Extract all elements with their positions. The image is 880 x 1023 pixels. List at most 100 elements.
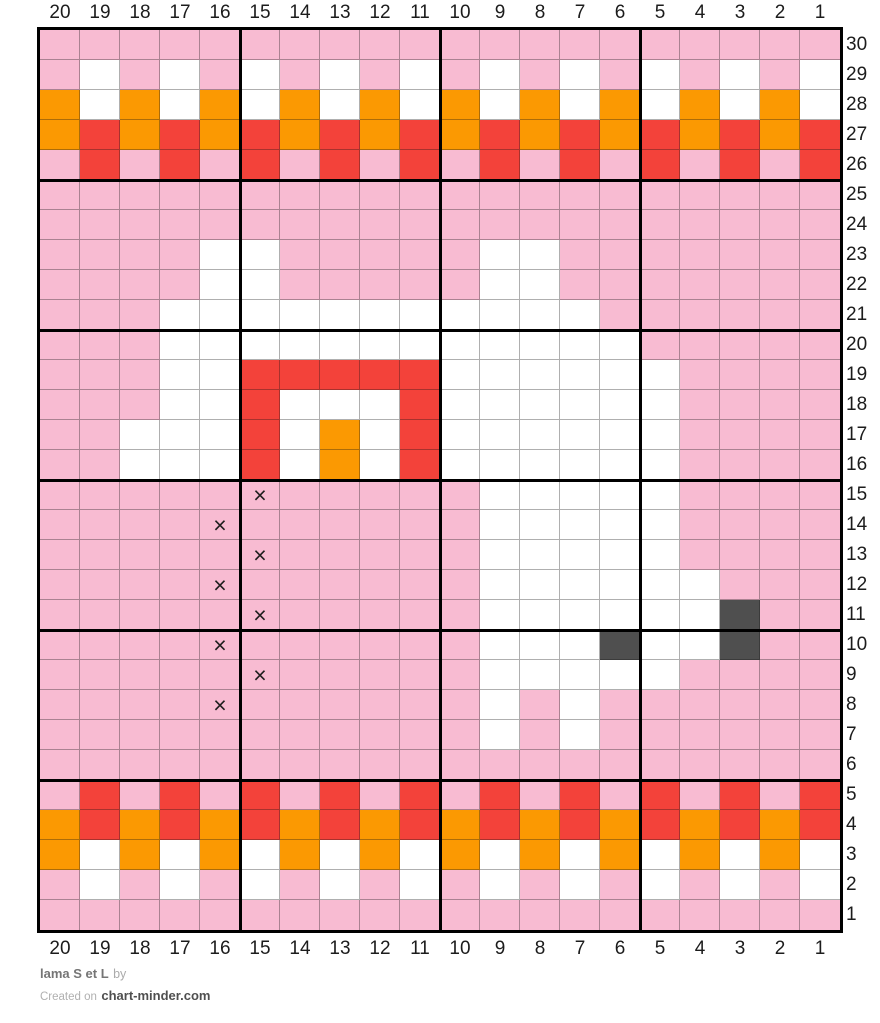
grid-cell-white[interactable] <box>280 420 320 450</box>
grid-cell-white[interactable] <box>360 330 400 360</box>
grid-cell-pink[interactable] <box>680 870 720 900</box>
grid-cell-pink[interactable] <box>640 240 680 270</box>
grid-cell-pink[interactable] <box>320 720 360 750</box>
grid-cell-pink[interactable] <box>120 360 160 390</box>
grid-cell-pink[interactable] <box>760 60 800 90</box>
grid-cell-white[interactable] <box>320 90 360 120</box>
grid-cell-pink[interactable] <box>120 480 160 510</box>
grid-cell-pink[interactable] <box>520 870 560 900</box>
grid-cell-pink[interactable] <box>760 540 800 570</box>
grid-cell-pink[interactable] <box>80 720 120 750</box>
grid-cell-pink[interactable] <box>720 540 760 570</box>
grid-cell-pink[interactable] <box>680 180 720 210</box>
grid-cell-pink[interactable] <box>40 570 80 600</box>
grid-cell-pink[interactable] <box>320 900 360 930</box>
grid-cell-white[interactable] <box>440 420 480 450</box>
grid-cell-pink[interactable] <box>760 330 800 360</box>
grid-cell-pink[interactable] <box>240 600 280 630</box>
grid-cell-pink[interactable] <box>360 30 400 60</box>
grid-cell-dark-gray[interactable] <box>720 630 760 660</box>
grid-cell-white[interactable] <box>640 60 680 90</box>
grid-cell-pink[interactable] <box>720 360 760 390</box>
grid-cell-pink[interactable] <box>400 30 440 60</box>
grid-cell-pink[interactable] <box>200 600 240 630</box>
grid-cell-white[interactable] <box>480 570 520 600</box>
grid-cell-pink[interactable] <box>280 60 320 90</box>
grid-cell-pink[interactable] <box>40 480 80 510</box>
grid-cell-pink[interactable] <box>600 900 640 930</box>
grid-cell-pink[interactable] <box>40 210 80 240</box>
grid-cell-pink[interactable] <box>280 210 320 240</box>
grid-cell-pink[interactable] <box>600 30 640 60</box>
grid-cell-pink[interactable] <box>800 480 840 510</box>
grid-cell-white[interactable] <box>560 720 600 750</box>
grid-cell-pink[interactable] <box>640 300 680 330</box>
grid-cell-pink[interactable] <box>240 540 280 570</box>
grid-cell-white[interactable] <box>560 510 600 540</box>
grid-cell-pink[interactable] <box>720 720 760 750</box>
grid-cell-pink[interactable] <box>680 360 720 390</box>
grid-cell-pink[interactable] <box>800 270 840 300</box>
grid-cell-white[interactable] <box>520 390 560 420</box>
grid-cell-pink[interactable] <box>440 240 480 270</box>
grid-cell-white[interactable] <box>640 660 680 690</box>
grid-cell-pink[interactable] <box>320 240 360 270</box>
grid-cell-pink[interactable] <box>120 780 160 810</box>
grid-cell-pink[interactable] <box>40 870 80 900</box>
grid-cell-pink[interactable] <box>280 720 320 750</box>
grid-cell-orange[interactable] <box>40 810 80 840</box>
grid-cell-pink[interactable] <box>520 720 560 750</box>
grid-cell-red[interactable] <box>480 120 520 150</box>
grid-cell-pink[interactable] <box>240 30 280 60</box>
grid-cell-white[interactable] <box>520 540 560 570</box>
grid-cell-pink[interactable] <box>520 750 560 780</box>
grid-cell-white[interactable] <box>80 60 120 90</box>
grid-cell-pink[interactable] <box>720 690 760 720</box>
grid-cell-pink[interactable] <box>80 660 120 690</box>
grid-cell-white[interactable] <box>440 330 480 360</box>
grid-cell-red[interactable] <box>80 120 120 150</box>
grid-cell-pink[interactable] <box>560 900 600 930</box>
grid-cell-white[interactable] <box>480 420 520 450</box>
grid-cell-white[interactable] <box>440 300 480 330</box>
grid-cell-white[interactable] <box>520 630 560 660</box>
grid-cell-pink[interactable] <box>520 780 560 810</box>
grid-cell-pink[interactable] <box>680 240 720 270</box>
grid-cell-white[interactable] <box>160 300 200 330</box>
grid-cell-pink[interactable] <box>200 720 240 750</box>
grid-cell-pink[interactable] <box>120 270 160 300</box>
grid-cell-pink[interactable] <box>440 870 480 900</box>
grid-cell-pink[interactable] <box>440 570 480 600</box>
grid-cell-pink[interactable] <box>80 240 120 270</box>
grid-cell-white[interactable] <box>160 90 200 120</box>
grid-cell-orange[interactable] <box>680 810 720 840</box>
grid-cell-pink[interactable] <box>40 690 80 720</box>
grid-cell-pink[interactable] <box>440 750 480 780</box>
grid-cell-pink[interactable] <box>80 480 120 510</box>
grid-cell-pink[interactable] <box>800 30 840 60</box>
grid-cell-pink[interactable] <box>480 180 520 210</box>
grid-cell-white[interactable] <box>480 630 520 660</box>
grid-cell-pink[interactable] <box>160 30 200 60</box>
grid-cell-white[interactable] <box>440 360 480 390</box>
grid-cell-red[interactable] <box>240 360 280 390</box>
grid-cell-pink[interactable] <box>400 480 440 510</box>
grid-cell-pink[interactable] <box>120 240 160 270</box>
grid-cell-pink[interactable] <box>80 330 120 360</box>
chart-minder-link[interactable]: chart-minder.com <box>101 988 211 1003</box>
grid-cell-pink[interactable] <box>280 480 320 510</box>
grid-cell-white[interactable] <box>720 90 760 120</box>
grid-cell-white[interactable] <box>480 60 520 90</box>
grid-cell-pink[interactable] <box>680 780 720 810</box>
grid-cell-pink[interactable] <box>160 750 200 780</box>
grid-cell-white[interactable] <box>560 90 600 120</box>
grid-cell-pink[interactable] <box>800 180 840 210</box>
grid-cell-white[interactable] <box>560 660 600 690</box>
grid-cell-white[interactable] <box>800 60 840 90</box>
grid-cell-pink[interactable] <box>360 510 400 540</box>
grid-cell-pink[interactable] <box>520 210 560 240</box>
grid-cell-pink[interactable] <box>240 900 280 930</box>
grid-cell-white[interactable] <box>680 570 720 600</box>
grid-cell-pink[interactable] <box>760 360 800 390</box>
grid-cell-pink[interactable] <box>80 630 120 660</box>
